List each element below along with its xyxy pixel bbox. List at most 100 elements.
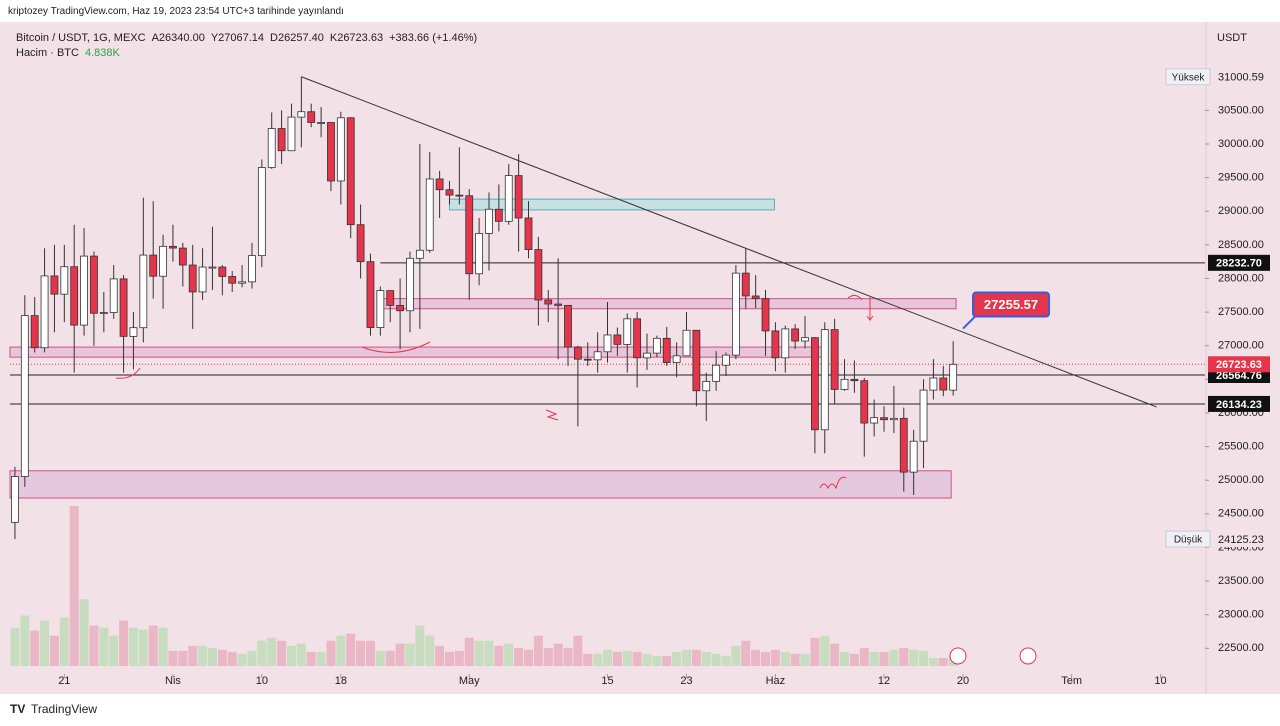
candle-body [722, 354, 730, 366]
candle-body [919, 389, 928, 442]
y-tick-label: 29500.00 [1218, 172, 1264, 184]
candle-body [60, 266, 69, 295]
candle-body [376, 290, 385, 328]
volume-bar [306, 651, 316, 666]
brand: TradingView [31, 702, 97, 716]
callout-box [972, 291, 1051, 318]
volume-bar [632, 651, 642, 666]
volume-bar [869, 651, 879, 666]
level-tag-label: 26134.23 [1216, 399, 1262, 411]
candle-body [682, 329, 691, 357]
volume-bar [790, 653, 800, 666]
volume-bar [346, 633, 356, 666]
x-tick-label: 15 [601, 675, 613, 687]
volume-bar [800, 653, 810, 666]
volume-title: Hacim · BTC [16, 47, 79, 59]
volume-bar [741, 640, 751, 666]
candle-body [702, 380, 711, 392]
candle-body [761, 298, 770, 332]
level-tag-label: 28232.70 [1216, 258, 1262, 270]
zone [448, 198, 775, 211]
volume-bar [484, 640, 494, 666]
volume-bar [603, 649, 612, 666]
candle-body [909, 440, 918, 473]
volume-bar [247, 650, 257, 666]
volume-bar [217, 649, 227, 666]
candle-body [583, 358, 592, 361]
volume-bar [612, 651, 622, 666]
volume-bar [849, 653, 859, 666]
ohlc-low: D26257.40 [270, 32, 324, 44]
volume-bar [504, 643, 514, 666]
candle-body [514, 175, 523, 219]
volume-bar [435, 645, 445, 666]
extreme-label: 24125.23 [1218, 534, 1264, 546]
candle-body [218, 266, 227, 277]
legend-line: Bitcoin / USDT, 1G, MEXC A26340.00 Y27067.… [16, 32, 483, 44]
ohlc-high: Y27067.14 [210, 32, 265, 44]
volume-bar [20, 615, 30, 666]
volume-bar [79, 599, 89, 666]
x-tick-label: Nis [165, 675, 181, 687]
event-icons [949, 647, 1037, 665]
candle-body [129, 327, 138, 337]
volume-bar [672, 651, 682, 666]
candle-body [840, 378, 849, 390]
y-tick-label: 30000.00 [1218, 138, 1264, 150]
volume-bar [89, 625, 99, 666]
y-tick-label: 23500.00 [1218, 575, 1264, 587]
candle-body [830, 329, 839, 390]
candle-body [70, 266, 79, 326]
annotation-curve [361, 341, 431, 353]
volume-bar [731, 645, 741, 666]
volume-bar [128, 627, 138, 666]
candle-body [307, 111, 316, 123]
volume-bar [454, 650, 464, 666]
event-icon [949, 647, 967, 665]
candle-body [445, 189, 454, 196]
volume-bar [928, 658, 938, 666]
volume-bar [701, 651, 711, 666]
extreme-label: 31000.59 [1218, 72, 1264, 84]
ohlc-change: +383.66 (+1.46%) [389, 32, 478, 44]
volume-bar [583, 653, 593, 666]
volume-bar [711, 653, 721, 666]
candle-body [939, 377, 948, 391]
candle-body [554, 303, 563, 306]
x-tick-label: 10 [1154, 675, 1166, 687]
volume-bar [257, 640, 267, 666]
candle-body [771, 330, 780, 359]
candle-body [30, 315, 39, 349]
candle-body [188, 264, 197, 293]
candle-body [801, 337, 809, 342]
logo-mark: TV [10, 702, 25, 716]
volume-bar [59, 617, 69, 666]
y-tick-label: 27500.00 [1218, 306, 1264, 318]
volume-bar [138, 629, 148, 666]
y-tick-label: 22500.00 [1218, 642, 1264, 654]
candle-body [820, 329, 829, 431]
volume-bar [533, 635, 543, 666]
volume-bar [859, 647, 869, 666]
x-tick-label: 18 [335, 675, 347, 687]
volume-bar [761, 651, 771, 666]
volume-bar [267, 637, 277, 666]
x-tick-label: 12 [878, 675, 890, 687]
volume-bar [691, 649, 701, 666]
volume-bar [168, 650, 178, 666]
candle-body [880, 417, 888, 421]
volume-bar [188, 645, 198, 666]
volume-bar [938, 658, 948, 666]
candle-body [169, 245, 177, 249]
candle-body [465, 195, 474, 275]
candle-body [40, 275, 49, 349]
volume-bar [227, 651, 237, 666]
candle-body [692, 329, 701, 392]
currency: USDT [1217, 32, 1247, 44]
candle-body [712, 364, 721, 382]
volume-bar [158, 627, 168, 666]
annotation-arrow [847, 294, 874, 322]
candle-body [504, 175, 513, 222]
volume-bar [277, 640, 287, 666]
volume-bar [119, 620, 129, 666]
